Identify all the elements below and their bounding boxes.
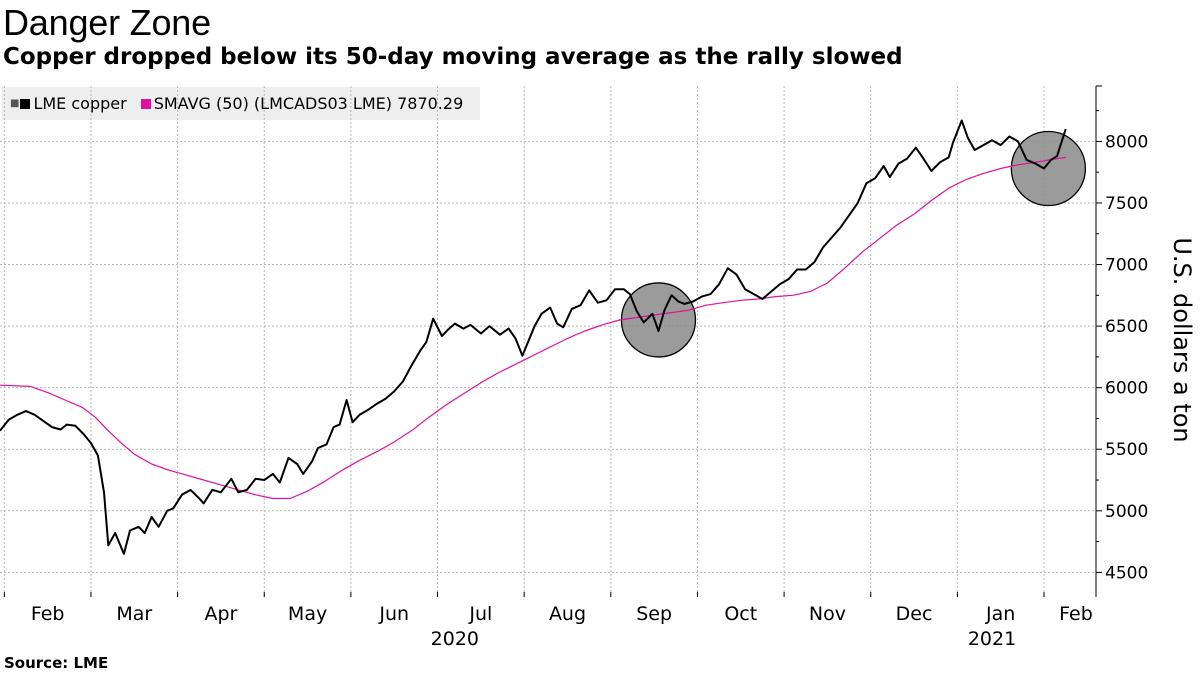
y-tick-label: 8000 xyxy=(1105,132,1148,152)
chart-title: Danger Zone xyxy=(3,2,211,43)
y-tick-label: 5000 xyxy=(1105,502,1148,522)
legend-swatch-smavg xyxy=(140,98,151,109)
x-tick-label: Apr xyxy=(204,603,237,625)
axes: 4500 5000 5500 6000 6500 7000 7500 8000 Feb Mar Ap… xyxy=(3,85,1148,650)
y-tick-label: 6000 xyxy=(1105,379,1148,399)
x-tick-label: May xyxy=(288,603,327,625)
series-lines xyxy=(0,119,1067,555)
x-tick-label: Jun xyxy=(378,603,409,625)
smavg-line xyxy=(0,156,1066,500)
legend-swatch-copper xyxy=(20,98,31,109)
x-tick-label: Jul xyxy=(468,603,492,625)
legend-marker-icon: ■ xyxy=(10,98,20,109)
legend-label-copper: LME copper xyxy=(33,94,127,113)
x-tick-label: Feb xyxy=(31,603,65,625)
x-tick-label: Nov xyxy=(809,603,846,625)
highlight-circle xyxy=(620,282,697,358)
legend: ■ LME copper SMAVG (50) (LMCADS03 LME) 7… xyxy=(2,87,480,120)
x-year-label: 2021 xyxy=(968,628,1016,650)
y-axis-label: U.S. dollars a ton xyxy=(1168,237,1196,443)
y-tick-label: 6500 xyxy=(1105,317,1148,337)
x-year-label: 2020 xyxy=(431,628,479,650)
x-tick-label: Aug xyxy=(549,603,586,625)
x-tick-label: Jan xyxy=(985,603,1015,625)
copper-line xyxy=(0,119,1067,555)
legend-item-smavg: SMAVG (50) (LMCADS03 LME) 7870.29 xyxy=(140,94,464,113)
y-tick-label: 7000 xyxy=(1105,256,1148,276)
y-tick-label: 4500 xyxy=(1105,563,1148,583)
y-tick-label: 7500 xyxy=(1105,194,1148,214)
x-tick-label: Mar xyxy=(116,603,152,625)
highlight-circle xyxy=(1010,130,1086,207)
chart-subtitle: Copper dropped below its 50-day moving a… xyxy=(3,44,903,70)
legend-label-smavg: SMAVG (50) (LMCADS03 LME) 7870.29 xyxy=(153,94,464,113)
y-tick-label: 5500 xyxy=(1105,440,1148,460)
gridlines xyxy=(0,86,1096,597)
legend-item-copper: ■ LME copper xyxy=(10,94,127,113)
x-tick-label: Oct xyxy=(724,603,757,625)
source-note: Source: LME xyxy=(4,654,109,672)
x-tick-label: Feb xyxy=(1059,603,1093,625)
x-tick-label: Dec xyxy=(896,603,933,625)
x-tick-label: Sep xyxy=(636,603,672,625)
